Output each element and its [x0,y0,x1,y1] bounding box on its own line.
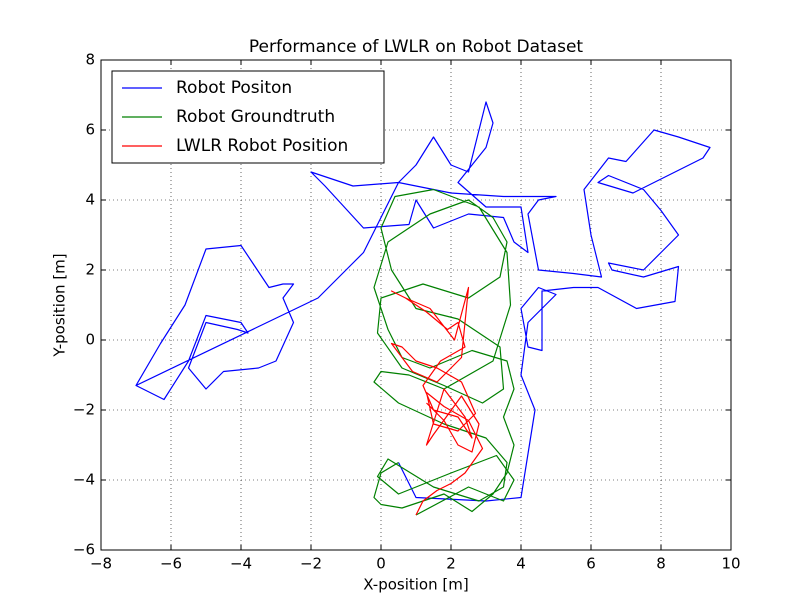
x-axis-label: X-position [m] [363,576,468,594]
y-tick-label: 2 [85,261,95,279]
x-tick-label: 10 [721,555,740,573]
y-tick-label: 4 [85,191,95,209]
y-tick-label: −2 [73,401,95,419]
legend-label: Robot Groundtruth [176,107,335,127]
plot-frame [100,59,732,551]
y-tick-label: 8 [85,51,95,69]
x-tick-label: −2 [300,555,322,573]
x-tick-label: 8 [656,555,666,573]
legend-label: LWLR Robot Position [176,136,348,156]
x-tick-label: 4 [516,555,526,573]
y-tick-label: 0 [85,331,95,349]
series-line [373,188,515,516]
y-tick-label: −6 [73,541,95,559]
y-tick-label: −4 [73,471,95,489]
x-tick-label: −4 [230,555,252,573]
x-tick-label: 0 [376,555,386,573]
y-tick-label: 6 [85,121,95,139]
y-axis-label: Y-position [m] [51,253,69,357]
x-tick-label: −8 [90,555,112,573]
x-tick-label: 2 [446,555,456,573]
legend-label: Robot Positon [176,78,292,98]
chart-title: Performance of LWLR on Robot Dataset [249,37,584,57]
x-tick-label: −6 [160,555,182,573]
series-line [390,286,484,516]
x-tick-label: 6 [586,555,596,573]
series-line [135,101,711,502]
